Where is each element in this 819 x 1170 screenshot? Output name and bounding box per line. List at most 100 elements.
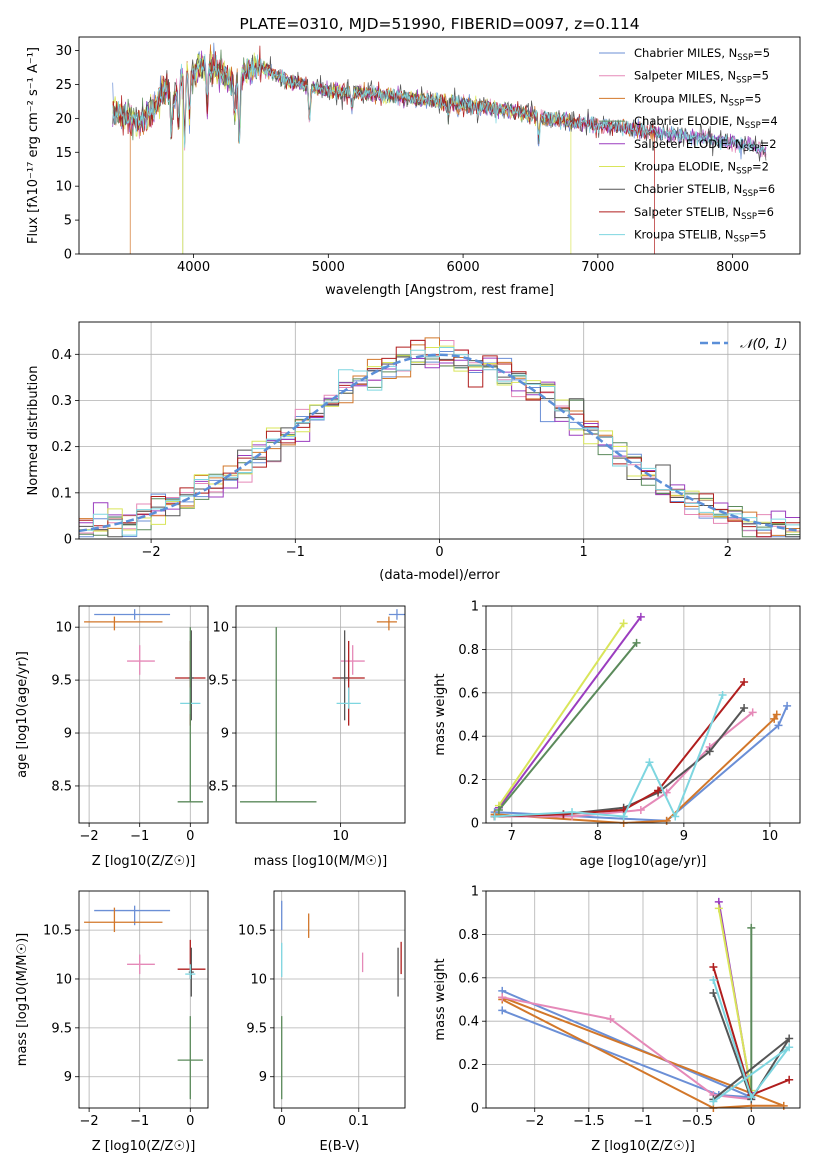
legend-label: Kroupa STELIB, NSSP=5 — [634, 228, 766, 245]
weight-marker — [498, 993, 507, 1002]
weight-series — [717, 908, 753, 1091]
y-tick-label: 0.2 — [458, 773, 479, 788]
weight-marker — [606, 1015, 615, 1024]
weight-marker — [714, 904, 723, 913]
y-tick-label: 0.6 — [458, 686, 479, 701]
y-axis-label: mass weight — [433, 958, 448, 1040]
weight-marker — [671, 812, 680, 821]
x-tick-label: 4000 — [177, 260, 210, 275]
x-tick-label: 9 — [680, 829, 688, 844]
axes-frame — [78, 36, 801, 255]
y-tick-label: 9 — [259, 1070, 267, 1085]
weight-marker — [785, 1034, 794, 1043]
x-tick-label: 5000 — [312, 260, 345, 275]
x-tick-label: 6000 — [447, 260, 480, 275]
legend-tail: =2 — [752, 160, 769, 174]
x-tick-label: 8 — [594, 829, 602, 844]
x-axis-label: wavelength [Angstrom, rest frame] — [325, 283, 554, 298]
panel-4: 7 8 9 10 0 0.2 0.4 0.6 0.8 1 age [log10(age/yr)] ma… — [433, 600, 801, 869]
y-tick-label: 9.5 — [208, 674, 229, 689]
weight-marker — [747, 1093, 756, 1102]
x-tick-label: 10 — [762, 829, 779, 844]
spectrum-series — [112, 54, 767, 153]
legend-base: Chabrier STELIB, N — [634, 182, 742, 196]
panel-1: −2 −1 0 1 2 0 0.1 0.2 0.3 0.4 (data-model)/error No… — [26, 321, 801, 583]
y-tick-label: 0.4 — [51, 348, 72, 363]
weight-marker — [494, 805, 503, 814]
chart-title: PLATE=0310, MJD=51990, FIBERID=0097, z=0… — [239, 15, 639, 33]
weight-marker — [705, 747, 714, 756]
weight-series — [712, 992, 791, 1102]
legend-base: Kroupa STELIB, N — [634, 228, 734, 242]
y-tick-label: 1 — [471, 885, 479, 900]
weight-series — [501, 989, 752, 1099]
legend-base: Salpeter STELIB, N — [634, 205, 741, 219]
y-tick-label: 0.1 — [51, 486, 72, 501]
axes-frame — [485, 605, 801, 824]
weight-marker — [709, 975, 718, 984]
x-tick-label: 1 — [580, 545, 588, 560]
legend-sub: SSP — [736, 76, 752, 86]
weight-series — [494, 713, 778, 823]
legend-sub: SSP — [745, 121, 761, 131]
legend-label: Chabrier ELODIE, NSSP=4 — [634, 114, 778, 131]
x-tick-label: −1 — [633, 1114, 652, 1129]
panel-6: 0 0.1 9 9.5 10 10.5 E(B-V) — [238, 890, 406, 1154]
legend-sub: SSP — [736, 167, 752, 177]
weight-marker — [490, 812, 499, 821]
weight-series — [502, 996, 752, 1101]
y-tick-label: 10.5 — [43, 924, 72, 939]
legend-base: Kroupa ELODIE, N — [634, 160, 736, 174]
weight-marker — [654, 786, 663, 795]
y-axis-label: Normed distribution — [26, 366, 41, 496]
legend-tail: =5 — [744, 91, 761, 105]
panel-3: 10 8.5 9 9.5 10 mass [log10(M/M☉)] — [208, 605, 406, 869]
legend-base: Chabrier ELODIE, N — [634, 114, 745, 128]
x-tick-label: 10 — [332, 829, 349, 844]
weight-marker — [498, 1006, 507, 1015]
y-axis-label: mass [log10(M/M☉)] — [15, 933, 30, 1066]
y-tick-label: 0.6 — [458, 971, 479, 986]
y-tick-label: 10.5 — [238, 924, 267, 939]
spectrum-series — [112, 45, 656, 254]
legend-sub: SSP — [737, 53, 753, 63]
legend-base: Kroupa MILES, N — [634, 91, 729, 105]
y-tick-label: 10 — [212, 621, 229, 636]
y-tick-label: 8.5 — [51, 779, 72, 794]
axes-frame — [78, 605, 209, 824]
legend-tail: =6 — [758, 182, 775, 196]
weight-marker — [632, 638, 641, 647]
x-tick-label: 0 — [747, 1114, 755, 1129]
y-tick-label: 10 — [55, 621, 72, 636]
axes-frame — [78, 321, 801, 540]
weight-marker — [783, 701, 792, 710]
x-tick-label: 8000 — [716, 260, 749, 275]
x-tick-label: 7 — [508, 829, 516, 844]
y-tick-label: 0 — [471, 817, 479, 832]
weight-marker — [785, 1043, 794, 1052]
weight-marker — [774, 721, 783, 730]
legend-label: Kroupa MILES, NSSP=5 — [634, 91, 761, 108]
y-axis-label: mass weight — [433, 673, 448, 755]
x-tick-label: −1 — [130, 1114, 149, 1129]
weight-series — [494, 711, 754, 818]
y-axis-label: Flux [fλ10⁻¹⁷ erg cm⁻² s⁻¹ A⁻¹] — [26, 47, 41, 244]
legend-base: Chabrier MILES, N — [634, 46, 737, 60]
weight-marker — [619, 812, 628, 821]
legend-tail: =5 — [749, 228, 766, 242]
x-tick-label: 0 — [186, 1114, 194, 1129]
y-tick-label: 0 — [64, 533, 72, 548]
axes-frame — [273, 890, 406, 1109]
panel-0: 4000 5000 6000 7000 8000 0 5 10 15 20 25 30 PLATE=03… — [26, 15, 801, 298]
legend-base: Salpeter ELODIE, N — [634, 137, 744, 151]
weight-marker — [709, 988, 718, 997]
x-axis-label: Z [log10(Z/Z☉)] — [92, 1139, 196, 1154]
x-tick-label: −2 — [142, 545, 161, 560]
weight-marker — [636, 612, 645, 621]
legend-tail: =2 — [760, 137, 777, 151]
weight-marker — [709, 1097, 718, 1106]
x-tick-label: 7000 — [581, 260, 614, 275]
x-tick-label: −2 — [525, 1114, 544, 1129]
y-tick-label: 0.8 — [458, 643, 479, 658]
